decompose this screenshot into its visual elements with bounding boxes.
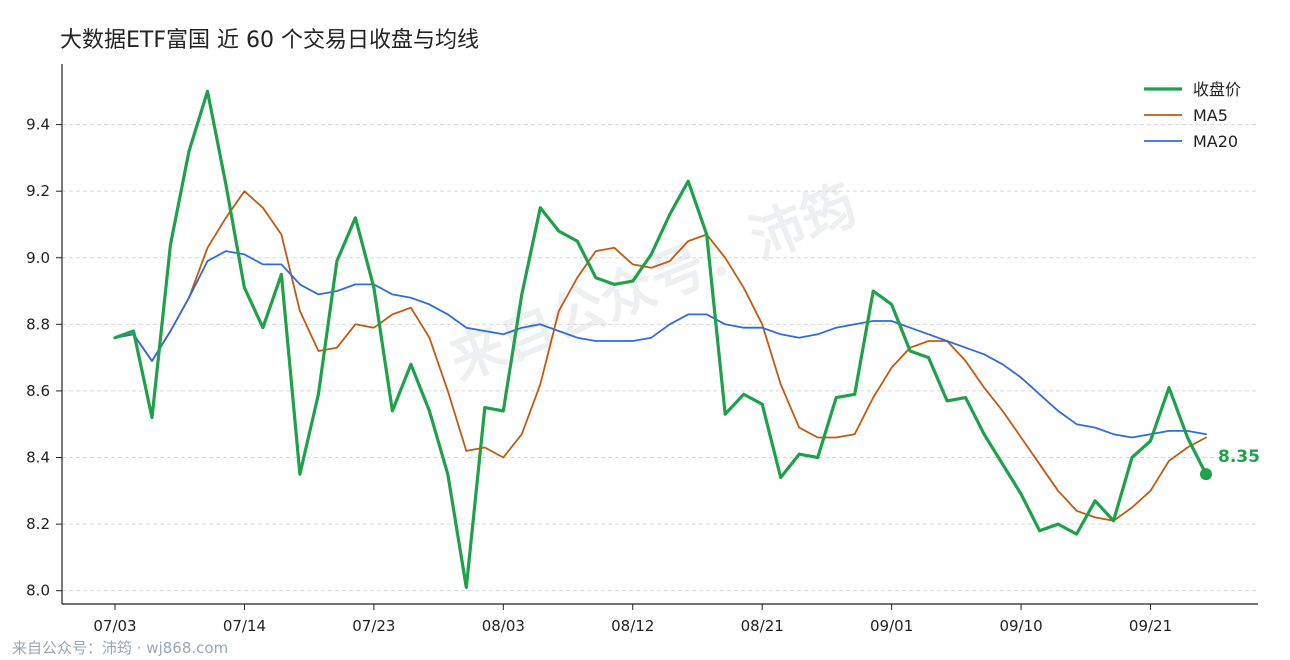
y-tick-label: 9.4 [26, 116, 50, 134]
x-tick-label: 08/12 [611, 617, 654, 635]
y-tick-label: 8.4 [26, 449, 50, 467]
last-value-label: 8.35 [1218, 447, 1260, 467]
legend-label: 收盘价 [1193, 80, 1241, 99]
x-tick-label: 08/21 [741, 617, 784, 635]
x-tick-label: 07/03 [93, 617, 136, 635]
series-line-ma5 [114, 190, 1207, 522]
chart-title: 大数据ETF富国 近 60 个交易日收盘与均线 [60, 28, 479, 53]
footer-credit: 来自公众号：沛筠 · wj868.com [12, 639, 229, 657]
watermark: 来自公众号：沛筠 [441, 173, 865, 393]
y-tick-label: 8.8 [26, 315, 50, 333]
legend-label: MA5 [1193, 106, 1228, 125]
x-tick-label: 09/01 [870, 617, 913, 635]
x-tick-label: 08/03 [482, 617, 525, 635]
y-tick-label: 9.0 [26, 249, 50, 267]
y-tick-label: 9.2 [26, 182, 50, 200]
series-line-close [113, 89, 1208, 590]
last-point-marker [1200, 468, 1212, 481]
x-tick-label: 09/10 [999, 617, 1042, 635]
y-tick-label: 8.2 [26, 515, 50, 533]
x-tick-label: 07/23 [352, 617, 395, 635]
x-tick-label: 07/14 [223, 617, 266, 635]
legend: 收盘价 MA5 MA20 [1144, 80, 1241, 151]
grid-lines [62, 124, 1258, 592]
legend-label: MA20 [1193, 132, 1238, 151]
axes: 8.0 8.2 8.4 8.6 8.8 9.0 9.2 9.4 07/03 07/14 07/23 0… [26, 64, 1258, 635]
series-line-ma20 [114, 250, 1207, 439]
y-tick-label: 8.0 [26, 582, 50, 600]
y-tick-label: 8.6 [26, 382, 50, 400]
series-group: 8.35 [113, 89, 1260, 590]
x-tick-label: 09/21 [1129, 617, 1172, 635]
